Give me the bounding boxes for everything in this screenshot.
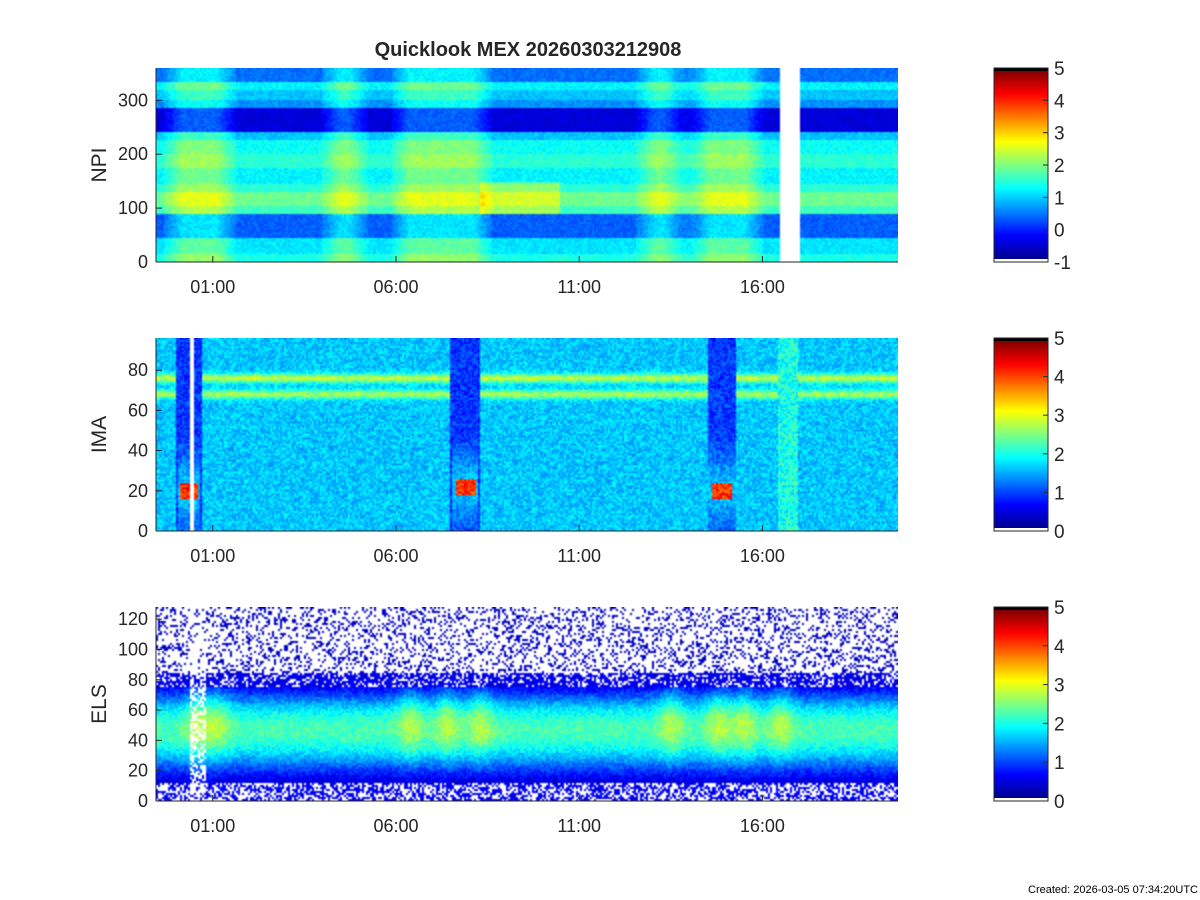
- panel-ima: 0 20 40 60 80 01:00 06:00 11:00 16:00 IMA 0 1 2 3 4 5: [88, 329, 1065, 566]
- colorbar-els: [994, 610, 1048, 798]
- colorbar-tick-label: 3: [1054, 124, 1065, 145]
- x-tick-label: 01:00: [190, 816, 235, 836]
- colorbar-bottom-cap: [994, 528, 1048, 531]
- colorbar-top-cap: [994, 338, 1048, 341]
- y-axis-label: NPI: [88, 147, 111, 182]
- y-tick-label: 0: [138, 252, 148, 272]
- colorbar-tick-label: 0: [1054, 522, 1065, 543]
- y-tick-label: 40: [128, 441, 148, 461]
- colorbar-top-cap: [994, 68, 1048, 71]
- colorbar-tick-label: 4: [1054, 637, 1065, 658]
- colorbar-tick-label: 2: [1054, 714, 1065, 735]
- x-tick-label: 01:00: [190, 546, 235, 566]
- colorbar-tick-label: 4: [1054, 91, 1065, 112]
- y-tick-label: 40: [128, 730, 148, 750]
- heatmap-ima: [156, 338, 898, 531]
- y-tick-label: 80: [128, 360, 148, 380]
- x-tick-label: 16:00: [740, 277, 785, 297]
- y-tick-label: 0: [138, 521, 148, 541]
- y-tick-label: 80: [128, 670, 148, 690]
- panel-els: 0 20 40 60 80 100 120 01:00 06:00 11:00 16:00 ELS 0 1…: [88, 598, 1065, 836]
- colorbar-tick-label: 5: [1054, 598, 1065, 619]
- created-timestamp: Created: 2026-03-05 07:34:20UTC: [1028, 884, 1198, 896]
- y-tick-label: 60: [128, 700, 148, 720]
- x-tick-label: 06:00: [373, 816, 418, 836]
- colorbar-frame: [993, 606, 1049, 802]
- y-axis-label: ELS: [88, 684, 111, 724]
- heatmap-npi: [156, 68, 898, 262]
- x-tick-label: 16:00: [740, 546, 785, 566]
- colorbar-tick-label: 4: [1054, 368, 1065, 389]
- colorbar-tick-label: 3: [1054, 676, 1065, 697]
- x-tick-label: 11:00: [557, 546, 601, 566]
- x-tick-label: 06:00: [373, 277, 418, 297]
- colorbar-tick-label: 0: [1054, 792, 1065, 813]
- y-tick-label: 0: [138, 791, 148, 811]
- colorbar-tick-label: 2: [1054, 156, 1065, 177]
- colorbar-tick-label: 0: [1054, 221, 1065, 242]
- colorbar-tick-label: 5: [1054, 59, 1065, 80]
- colorbar-top-cap: [994, 607, 1048, 610]
- y-tick-label: 120: [118, 609, 148, 629]
- y-tick-label: 100: [118, 198, 148, 218]
- colorbar-tick-label: -1: [1054, 253, 1071, 274]
- y-tick-label: 20: [128, 761, 148, 781]
- colorbar-tick-label: 1: [1054, 483, 1065, 504]
- colorbar-tick-label: 5: [1054, 329, 1065, 350]
- colorbar-tick-label: 1: [1054, 188, 1065, 209]
- colorbar-bottom-cap: [994, 798, 1048, 801]
- colorbar-bottom-cap: [994, 259, 1048, 262]
- heatmap-els: [156, 607, 898, 801]
- y-tick-label: 20: [128, 481, 148, 501]
- x-tick-label: 11:00: [557, 816, 601, 836]
- x-tick-label: 11:00: [557, 277, 601, 297]
- y-tick-label: 100: [118, 639, 148, 659]
- colorbar-npi: [994, 71, 1048, 259]
- x-tick-label: 16:00: [740, 816, 785, 836]
- colorbar-tick-label: 3: [1054, 406, 1065, 427]
- x-tick-label: 06:00: [373, 546, 418, 566]
- y-tick-label: 60: [128, 400, 148, 420]
- colorbar-frame: [993, 337, 1049, 532]
- y-tick-label: 200: [118, 144, 148, 164]
- y-tick-label: 300: [118, 90, 148, 110]
- panel-npi: 0 100 200 300 01:00 06:00 11:00 16:00 NPI -1 0 1 2 3 4…: [88, 59, 1071, 297]
- colorbar-tick-label: 2: [1054, 445, 1065, 466]
- colorbar-ima: [994, 341, 1048, 528]
- figure-title: Quicklook MEX 20260303212908: [375, 39, 682, 61]
- colorbar-tick-label: 1: [1054, 753, 1065, 774]
- x-tick-label: 01:00: [190, 277, 235, 297]
- y-axis-label: IMA: [88, 416, 111, 453]
